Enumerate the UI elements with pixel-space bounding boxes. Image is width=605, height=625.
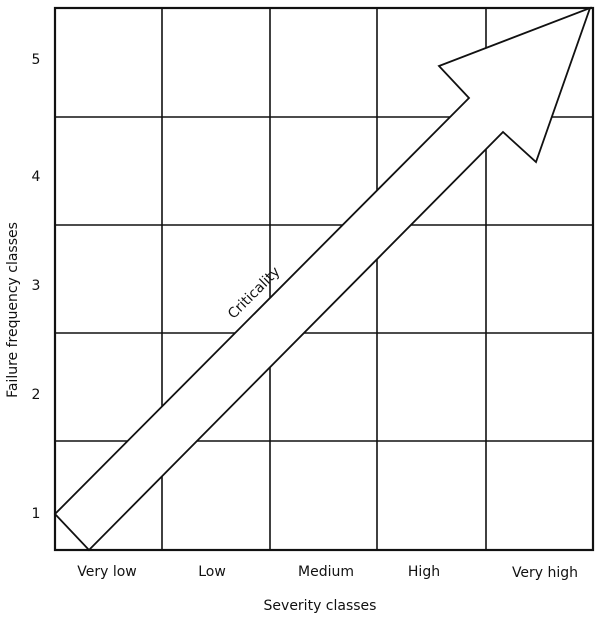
y-class-label-5: 5 <box>32 52 41 68</box>
x-class-label-high: High <box>408 564 440 580</box>
y-class-label-4: 4 <box>32 169 41 185</box>
y-class-label-3: 3 <box>32 278 41 294</box>
grid-frame <box>53 6 595 552</box>
x-class-label-very-low: Very low <box>77 564 137 580</box>
x-class-label-medium: Medium <box>298 564 354 580</box>
y-class-label-1: 1 <box>32 506 41 522</box>
y-class-label-2: 2 <box>32 387 41 403</box>
x-axis-title: Severity classes <box>264 598 377 614</box>
x-axis-class-labels: Very low Low Medium High Very high <box>77 564 578 581</box>
x-class-label-low: Low <box>198 564 226 580</box>
y-axis-title: Failure frequency classes <box>5 222 21 398</box>
y-axis-class-labels: 1 2 3 4 5 <box>32 52 41 522</box>
x-class-label-very-high: Very high <box>512 565 578 581</box>
criticality-arrow <box>53 6 592 552</box>
